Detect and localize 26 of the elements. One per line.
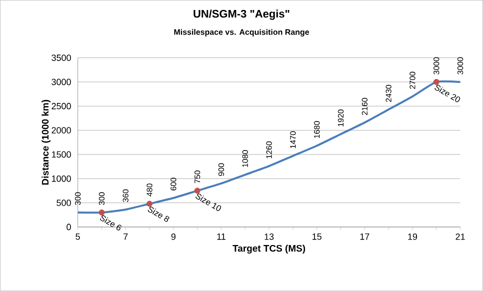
point [146,200,153,207]
x-tick-label: 13 [264,234,274,240]
y-axis-title: Distance (1000 km) [42,100,50,185]
annotation: Size 20 [434,84,460,102]
y-tick-label: 3500 [52,54,71,62]
x-tick-label: 5 [76,234,80,240]
y-tick-label: 1000 [52,176,71,182]
x-tick-label: 19 [408,234,418,240]
y-tick-label: 2000 [52,127,71,134]
annotation: Size 6 [100,215,122,231]
x-axis-title: Target TCS (MS) [232,244,306,254]
x-tick-label: 9 [171,234,176,240]
x-tick-label: 15 [312,234,322,240]
annotation: Size 8 [148,206,170,222]
y-tick-label: 0 [66,224,71,230]
x-tick-label: 21 [456,234,465,240]
x-tick-label: 7 [124,234,128,240]
x-tick-label: 11 [217,234,226,240]
chart-title: UN/SGM-3 "Aegis" [194,10,290,20]
x-tick-label: 17 [360,234,370,240]
y-tick-label: 500 [56,200,71,206]
point [194,188,200,194]
y-tick-label: 1500 [52,151,71,158]
y-tick-label: 2500 [52,103,71,110]
annotation: Size 10 [196,194,222,212]
y-tick-label: 3000 [52,78,71,86]
